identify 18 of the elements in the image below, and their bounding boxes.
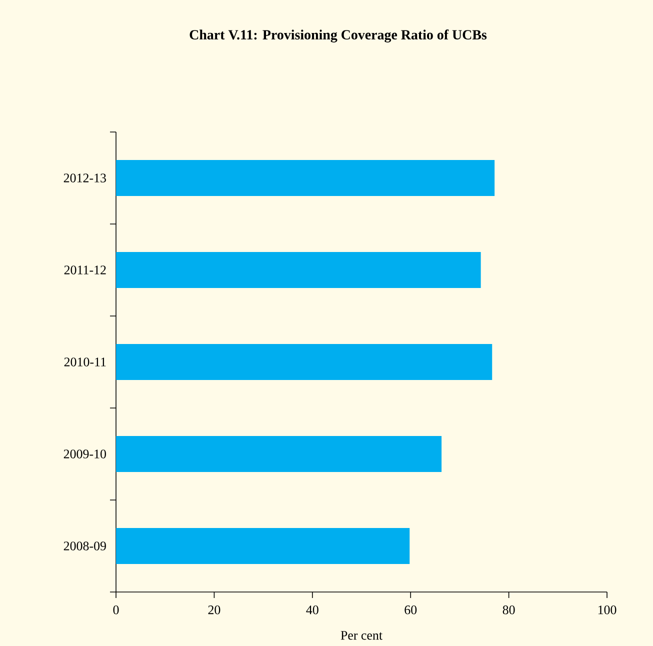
bar [116, 528, 410, 564]
y-tick-label: 2010-11 [64, 358, 106, 366]
x-tick-label: 0 [113, 606, 119, 614]
x-tick-label: 60 [404, 606, 417, 614]
bar [116, 252, 481, 288]
bar [116, 160, 495, 196]
x-axis-title: Per cent [340, 631, 382, 640]
y-tick-label: 2009-10 [64, 450, 106, 458]
y-tick-label: 2011-12 [64, 266, 106, 274]
chart-title: Chart V.11: Provisioning Coverage Ratio of UCBs [190, 30, 487, 42]
bar [116, 344, 492, 380]
y-tick-label: 2012-13 [64, 174, 106, 182]
x-tick-label: 40 [306, 606, 318, 614]
x-tick-label: 20 [208, 606, 220, 614]
y-tick-label: 2008-09 [64, 542, 106, 550]
x-tick-label: 100 [598, 606, 616, 614]
x-tick-label: 80 [502, 606, 515, 614]
bar [116, 436, 442, 472]
